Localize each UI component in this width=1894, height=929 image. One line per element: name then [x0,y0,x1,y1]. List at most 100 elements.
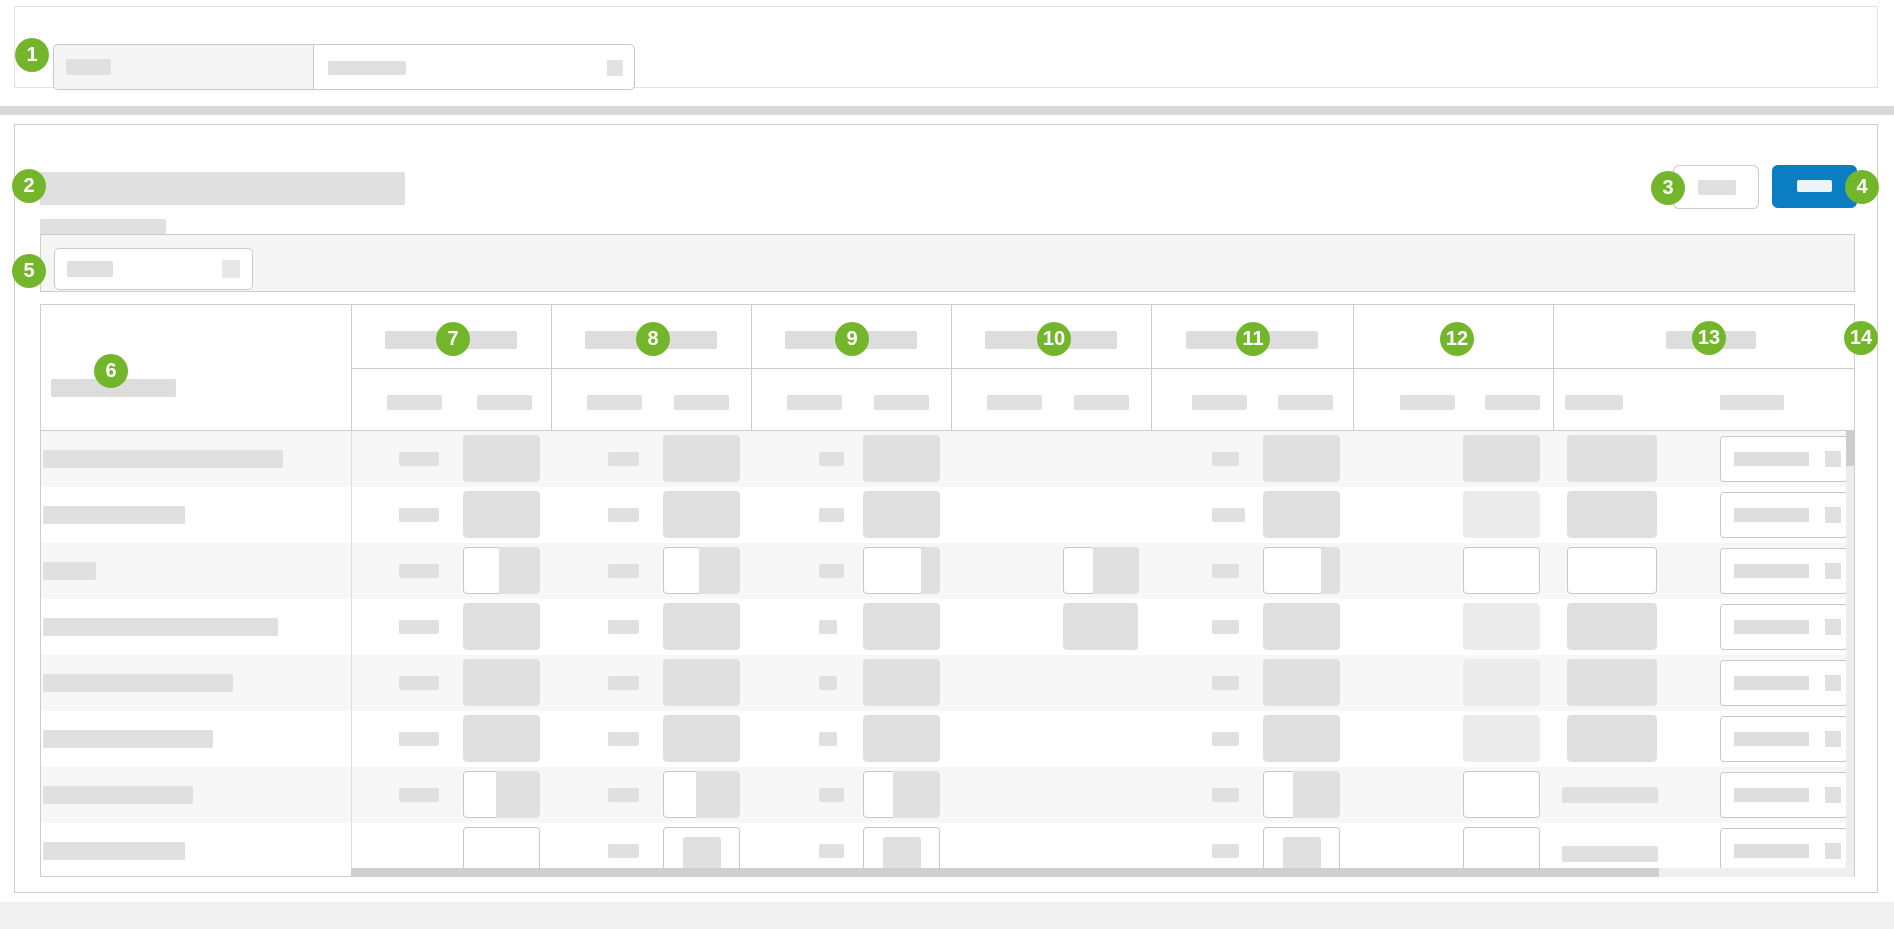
column-group-header-8[interactable] [551,305,751,368]
column-group-header-9[interactable] [751,305,951,368]
top-select-control[interactable] [53,44,635,90]
table-row[interactable] [41,487,1854,543]
cell-label-placeholder [819,844,844,858]
row-label-placeholder [43,618,278,636]
column-group-header-13[interactable] [1553,305,1854,368]
dropdown-icon [607,60,623,76]
filter-input[interactable] [54,248,253,290]
editable-input[interactable] [1463,827,1540,874]
row-select[interactable] [1720,548,1848,594]
subheader-label-placeholder [1074,395,1129,410]
subheader-label-placeholder [387,395,442,410]
cell-label-placeholder [608,844,639,858]
row-select[interactable] [1720,772,1848,818]
select-value-placeholder [1734,844,1809,858]
page-footer-band [0,902,1894,929]
row-select[interactable] [1720,436,1848,482]
editable-input[interactable] [1567,547,1657,594]
table-row[interactable] [41,655,1854,711]
column-group-header-7[interactable] [351,305,551,368]
top-bar [14,6,1878,90]
subheader-label-placeholder [1192,395,1247,410]
subheader-label-placeholder [987,395,1042,410]
table-row[interactable] [41,543,1854,599]
editable-input[interactable] [1263,547,1340,594]
value-box-placeholder [663,659,740,706]
table-row[interactable] [41,431,1854,487]
horizontal-scrollbar[interactable] [351,868,1854,877]
cell-label-placeholder [819,732,837,746]
editable-input[interactable] [863,827,940,874]
editable-input[interactable] [663,547,740,594]
cell-label-placeholder [399,788,439,802]
cell-label-placeholder [608,452,639,466]
row-label-placeholder [43,450,283,468]
row-select[interactable] [1720,604,1848,650]
vertical-scrollbar[interactable] [1846,431,1854,877]
row-select[interactable] [1720,828,1848,874]
dropdown-icon [1825,507,1841,523]
section-separator [0,106,1894,115]
primary-button[interactable] [1772,165,1857,208]
editable-input[interactable] [663,771,740,818]
column-subheader[interactable] [1553,368,1854,431]
value-box-placeholder [1063,603,1138,650]
column-group-header-11[interactable] [1151,305,1353,368]
editable-input[interactable] [463,827,540,874]
column-subheader[interactable] [751,368,951,431]
subheader-label-placeholder [477,395,532,410]
column-subheader[interactable] [551,368,751,431]
editable-input[interactable] [463,547,540,594]
column-group-header-10[interactable] [951,305,1151,368]
row-select[interactable] [1720,492,1848,538]
cell-label-placeholder [819,564,844,578]
column-subheader[interactable] [1353,368,1553,431]
editable-input[interactable] [863,771,940,818]
cell-label-placeholder [399,452,439,466]
editable-input[interactable] [863,547,940,594]
select-value-placeholder [1734,788,1809,802]
row-select[interactable] [1720,716,1848,762]
cell-label-placeholder [1212,508,1245,522]
value-box-placeholder [463,491,540,538]
column-group-header-12[interactable] [1353,305,1553,368]
vertical-scrollbar-thumb[interactable] [1846,431,1854,466]
subheader-label-placeholder [1720,395,1784,410]
filter-input-value-placeholder [67,261,113,277]
column-header-items[interactable] [41,305,351,431]
primary-button-label-placeholder [1797,180,1832,192]
cell-label-placeholder [608,508,639,522]
horizontal-scrollbar-thumb[interactable] [351,868,1659,877]
editable-input[interactable] [1263,827,1340,874]
editable-input[interactable] [1263,771,1340,818]
editable-input[interactable] [1463,771,1540,818]
annotation-badge-4: 4 [1845,170,1879,204]
table-row[interactable] [41,767,1854,823]
editable-input[interactable] [463,771,540,818]
select-value-placeholder [1734,452,1809,466]
column-subheader[interactable] [351,368,551,431]
value-box-placeholder [863,659,940,706]
table-row[interactable] [41,823,1854,878]
value-box-placeholder [463,435,540,482]
table-row[interactable] [41,599,1854,655]
editable-input[interactable] [1463,547,1540,594]
secondary-button[interactable] [1673,165,1759,209]
value-box-placeholder [1567,659,1657,706]
select-value-placeholder [1734,732,1809,746]
table-toolbar [40,234,1855,292]
table-header [41,305,1854,431]
subheader-label-placeholder [787,395,842,410]
value-box-placeholder [1567,491,1657,538]
table-row[interactable] [41,711,1854,767]
column-subheader[interactable] [951,368,1151,431]
value-box-placeholder [1263,603,1340,650]
column-subheader[interactable] [1151,368,1353,431]
row-select[interactable] [1720,660,1848,706]
editable-input[interactable] [1063,547,1139,594]
input-value-placeholder [1283,837,1321,873]
editable-input[interactable] [663,827,740,874]
annotation-badge-3: 3 [1651,171,1685,205]
value-box-placeholder [1263,659,1340,706]
value-box-placeholder [1463,659,1540,706]
